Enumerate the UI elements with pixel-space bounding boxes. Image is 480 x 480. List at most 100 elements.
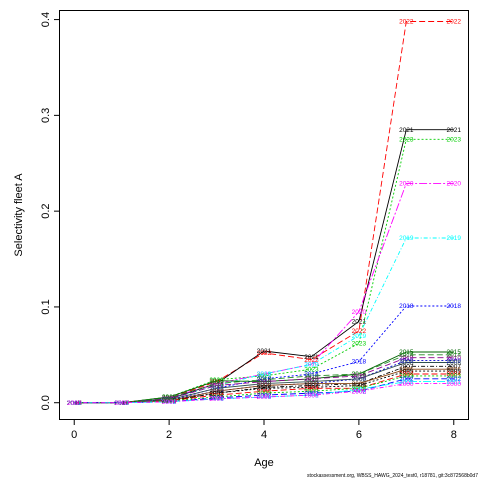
y-tick-label: 0.2 [40,203,52,218]
point-label: 2003 [209,394,224,401]
point-label: 2019 [399,235,414,242]
point-label: 2018 [304,371,319,378]
point-label: 2020 [114,400,129,407]
point-label: 2019 [209,383,224,390]
point-label: 2003 [257,390,272,397]
point-label: 2002 [399,376,414,383]
point-label: 2003 [447,373,462,380]
point-label: 2021 [257,348,272,355]
point-label: 2001 [447,379,462,386]
point-label: 2019 [304,362,319,369]
x-axis: 0 2 4 6 8 [71,419,457,441]
point-label: 2023 [304,366,319,373]
point-label: 2008 [114,400,129,407]
x-tick-label: 6 [356,429,362,441]
point-label: 2010 [399,355,414,362]
point-label: 2002 [162,399,177,406]
point-label: 2019 [447,235,462,242]
point-label: 2006 [67,400,82,407]
point-label: 2001 [162,399,177,406]
series-line-2023 [74,138,454,404]
point-label: 2014 [67,400,82,407]
point-label: 2001 [304,392,319,399]
point-label: 2000 [162,399,177,406]
point-label: 2006 [352,381,367,388]
point-label: 2001 [114,400,129,407]
x-tick-label: 2 [166,429,172,441]
point-label: 2006 [447,366,462,373]
point-label: 2018 [209,386,224,393]
point-label: 2020 [352,309,367,316]
point-label: 2007 [162,398,177,405]
point-label: 2000 [209,396,224,403]
point-label: 2008 [304,379,319,386]
point-label: 2018 [114,400,129,407]
point-label: 2005 [114,400,129,407]
point-label: 2005 [352,383,367,390]
point-label: 2004 [399,371,414,378]
point-label: 2003 [399,373,414,380]
point-label: 2004 [67,400,82,407]
point-label: 2002 [304,390,319,397]
point-label: 2015 [114,400,129,407]
point-label: 2003 [304,388,319,395]
point-label: 2009 [399,358,414,365]
point-label: 2010 [352,373,367,380]
point-label: 2002 [114,400,129,407]
point-label: 2021 [162,396,177,403]
point-label: 2008 [447,360,462,367]
point-label: 2005 [209,390,224,397]
series-line-2022 [74,21,454,404]
point-label: 2002 [209,395,224,402]
point-label: 2015 [209,378,224,385]
point-label: 2007 [352,381,367,388]
point-label: 2005 [257,386,272,393]
point-label: 2009 [209,388,224,395]
y-tick-label: 0.0 [40,395,52,410]
point-label: 2018 [352,359,367,366]
point-label: 2009 [352,376,367,383]
point-label: 2014 [447,352,462,359]
point-label: 2014 [304,373,319,380]
x-axis-label: Age [254,457,274,469]
point-label: 2003 [352,386,367,393]
point-label: 2007 [304,383,319,390]
point-label: 2001 [352,387,367,394]
point-label: 2010 [67,400,82,407]
point-label: 2000 [304,392,319,399]
point-label: 2008 [399,360,414,367]
point-label: 2019 [67,400,82,407]
point-label: 2023 [352,341,367,348]
point-label: 2003 [67,400,82,407]
point-label: 2021 [209,381,224,388]
point-label: 2022 [257,350,272,357]
point-label: 2004 [257,388,272,395]
point-label: 2006 [304,381,319,388]
point-label: 2005 [67,400,82,407]
point-label: 2021 [114,400,129,407]
point-label: 2022 [209,379,224,386]
point-label: 2018 [162,397,177,404]
y-axis: 0.0 0.1 0.2 0.3 0.4 [40,12,60,410]
point-label: 2009 [304,381,319,388]
point-label: 2019 [257,371,272,378]
point-label: 2007 [399,364,414,371]
point-label: 2019 [352,333,367,340]
point-label: 2008 [162,397,177,404]
series-line-2003 [74,375,454,404]
point-label: 2006 [114,400,129,407]
point-label: 2018 [447,303,462,310]
point-label: 2023 [447,137,462,144]
point-label: 2014 [114,400,129,407]
x-tick-label: 8 [451,429,457,441]
point-label: 2008 [67,400,82,407]
point-label: 2015 [67,400,82,407]
point-label: 2014 [209,381,224,388]
point-label: 2002 [67,400,82,407]
point-label: 2004 [447,371,462,378]
point-label: 2022 [162,395,177,402]
point-label: 2014 [257,377,272,384]
point-label: 2022 [399,19,414,26]
